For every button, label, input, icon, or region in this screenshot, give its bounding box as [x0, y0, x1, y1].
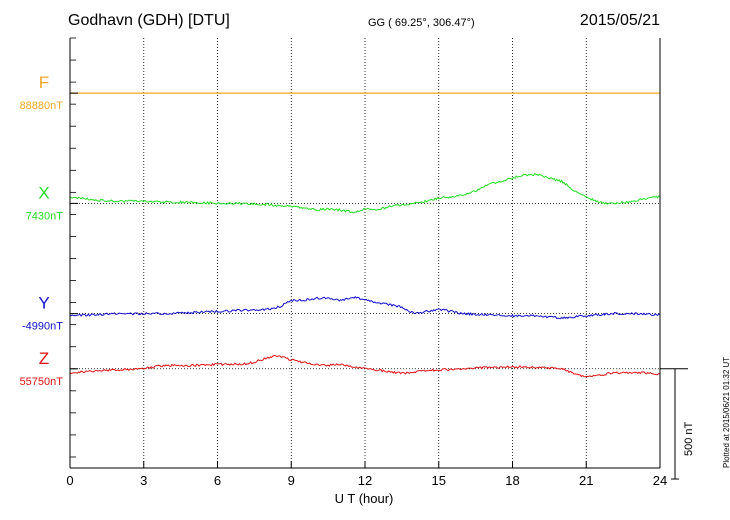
series-name-y: Y	[38, 294, 49, 313]
axis-layer: F 88880nT X 7430nT Y -4990nT Z 55750nT 0 3 6 9 12 15 1…	[20, 37, 695, 488]
baseline-value-x: 7430nT	[26, 210, 64, 222]
baseline-value-z: 55750nT	[20, 376, 64, 388]
x-axis-label: U T (hour)	[335, 491, 394, 506]
x-tick-label: 12	[358, 473, 372, 488]
x-tick-label: 9	[288, 473, 295, 488]
series-z-line	[69, 354, 661, 378]
baseline-value-y: -4990nT	[22, 321, 63, 333]
scale-bar-label: 500 nT	[683, 421, 695, 456]
baseline-value-f: 88880nT	[20, 100, 64, 112]
x-tick-label: 24	[653, 473, 667, 488]
grid-layer	[70, 38, 660, 468]
x-tick-label: 0	[66, 473, 73, 488]
x-tick-label: 15	[432, 473, 446, 488]
series-x-line	[69, 173, 661, 214]
series-name-x: X	[38, 183, 49, 202]
series-name-z: Z	[39, 349, 49, 368]
station-title: Godhavn (GDH) [DTU]	[68, 12, 230, 29]
plot-date: 2015/05/21	[579, 12, 660, 29]
series-layer	[69, 92, 661, 378]
series-y-line	[69, 295, 661, 320]
x-tick-label: 6	[214, 473, 221, 488]
geographic-coordinates: GG ( 69.25°, 306.47°)	[368, 17, 475, 29]
series-name-f: F	[39, 73, 49, 92]
x-tick-label: 3	[140, 473, 147, 488]
x-tick-label: 21	[579, 473, 593, 488]
x-tick-label: 18	[505, 473, 519, 488]
